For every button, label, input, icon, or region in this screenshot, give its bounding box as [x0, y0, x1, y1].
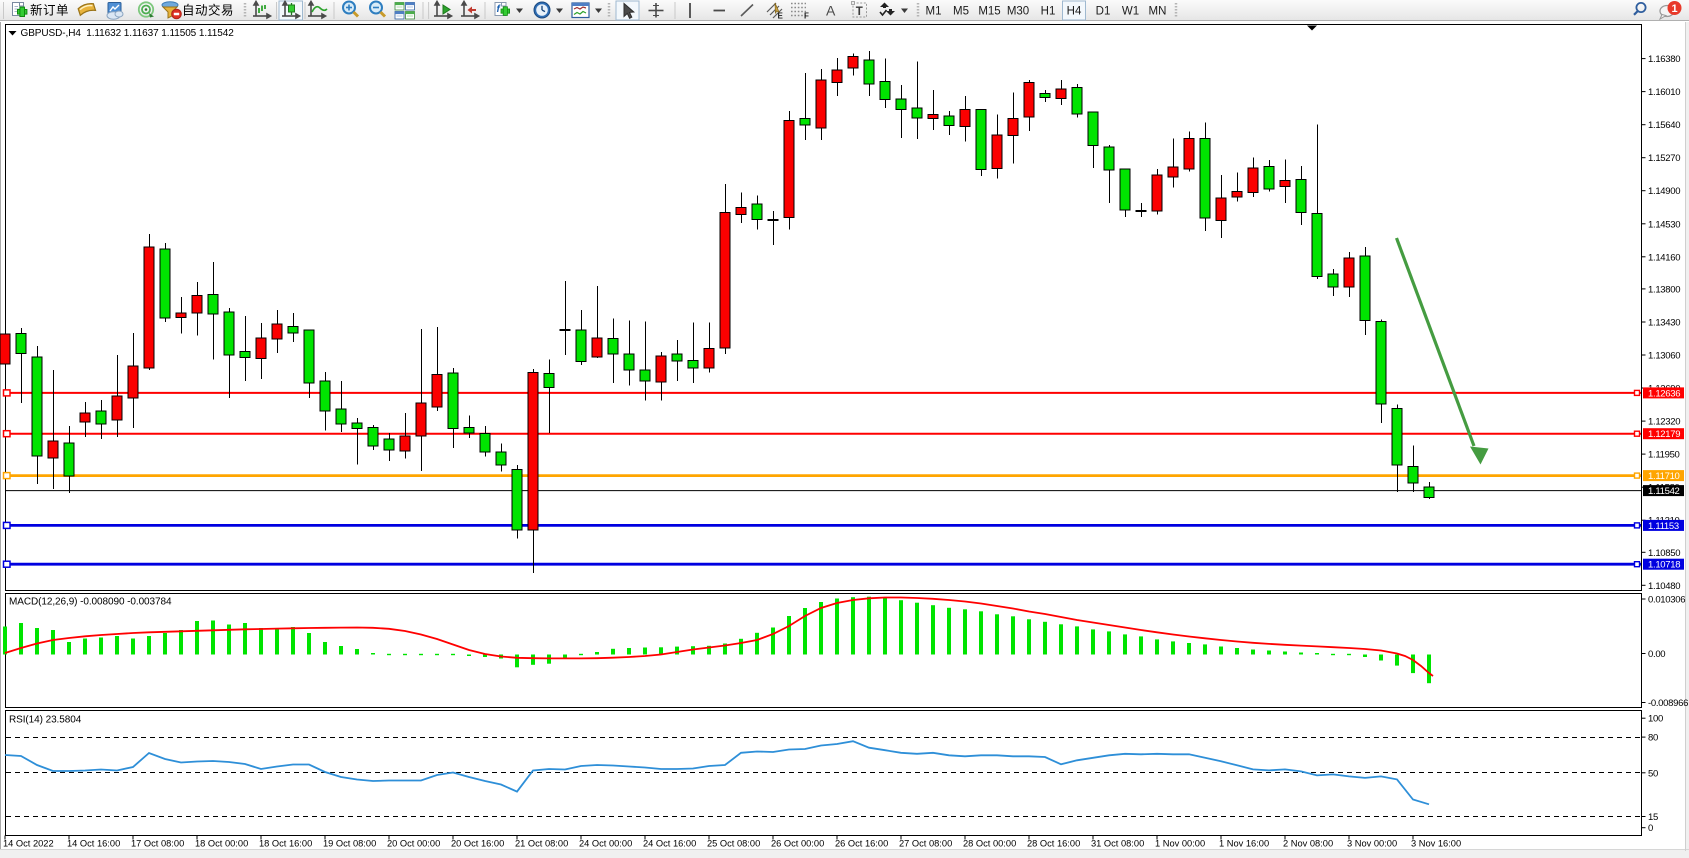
svg-text:M30: M30 [1007, 6, 1029, 18]
svg-text:1.14530: 1.14530 [1648, 219, 1680, 230]
svg-text:14 Oct 16:00: 14 Oct 16:00 [67, 839, 120, 849]
svg-text:MN: MN [1149, 6, 1167, 18]
svg-text:3 Nov 16:00: 3 Nov 16:00 [1411, 839, 1461, 849]
svg-text:F: F [804, 12, 809, 21]
svg-text:18 Oct 00:00: 18 Oct 00:00 [195, 839, 248, 849]
svg-text:1.15270: 1.15270 [1648, 153, 1680, 164]
svg-text:25 Oct 08:00: 25 Oct 08:00 [707, 839, 760, 849]
svg-text:W1: W1 [1122, 6, 1139, 18]
svg-text:50: 50 [1648, 768, 1658, 779]
svg-text:21 Oct 08:00: 21 Oct 08:00 [515, 839, 568, 849]
svg-text:1 Nov 16:00: 1 Nov 16:00 [1219, 839, 1269, 849]
svg-text:0.010306: 0.010306 [1648, 595, 1685, 606]
svg-text:1.14900: 1.14900 [1648, 186, 1680, 197]
svg-text:20 Oct 16:00: 20 Oct 16:00 [451, 839, 504, 849]
svg-text:H4: H4 [1067, 6, 1082, 18]
svg-text:1: 1 [1671, 3, 1677, 15]
svg-text:80: 80 [1648, 733, 1658, 744]
svg-text:1.11542: 1.11542 [1648, 486, 1680, 497]
svg-text:1.13430: 1.13430 [1648, 318, 1680, 329]
svg-text:1.12636: 1.12636 [1648, 388, 1680, 399]
svg-text:f: f [497, 4, 502, 15]
svg-text:1 Nov 00:00: 1 Nov 00:00 [1155, 839, 1205, 849]
svg-text:1.13800: 1.13800 [1648, 284, 1680, 295]
svg-text:28 Oct 00:00: 28 Oct 00:00 [963, 839, 1016, 849]
svg-text:1.11950: 1.11950 [1648, 450, 1680, 461]
svg-text:31 Oct 08:00: 31 Oct 08:00 [1091, 839, 1144, 849]
svg-text:28 Oct 16:00: 28 Oct 16:00 [1027, 839, 1080, 849]
svg-text:18 Oct 16:00: 18 Oct 16:00 [259, 839, 312, 849]
svg-text:1.13060: 1.13060 [1648, 351, 1680, 362]
svg-text:M15: M15 [978, 6, 1000, 18]
svg-text:2 Nov 08:00: 2 Nov 08:00 [1283, 839, 1333, 849]
svg-text:100: 100 [1648, 714, 1663, 725]
svg-text:1.16380: 1.16380 [1648, 54, 1680, 65]
svg-text:新订单: 新订单 [30, 3, 69, 18]
svg-text:自动交易: 自动交易 [182, 3, 234, 18]
svg-text:24 Oct 16:00: 24 Oct 16:00 [643, 839, 696, 849]
svg-text:RSI(14) 23.5804: RSI(14) 23.5804 [9, 715, 82, 726]
svg-text:1.16010: 1.16010 [1648, 87, 1680, 98]
svg-text:1.11710: 1.11710 [1648, 471, 1680, 482]
svg-text:MACD(12,26,9) -0.008090 -0.003: MACD(12,26,9) -0.008090 -0.003784 [9, 597, 172, 608]
svg-text:15: 15 [1648, 812, 1658, 823]
svg-text:24 Oct 00:00: 24 Oct 00:00 [579, 839, 632, 849]
svg-text:1.12320: 1.12320 [1648, 417, 1680, 428]
svg-text:0: 0 [1648, 823, 1653, 834]
svg-text:20 Oct 00:00: 20 Oct 00:00 [387, 839, 440, 849]
svg-text:17 Oct 08:00: 17 Oct 08:00 [131, 839, 184, 849]
svg-text:T: T [856, 6, 863, 18]
svg-text:26 Oct 16:00: 26 Oct 16:00 [835, 839, 888, 849]
svg-text:M1: M1 [926, 6, 942, 18]
svg-text:1.10480: 1.10480 [1648, 581, 1680, 592]
svg-text:26 Oct 00:00: 26 Oct 00:00 [771, 839, 824, 849]
svg-text:GBPUSD-,H4 1.11632 1.11637 1.: GBPUSD-,H4 1.11632 1.11637 1.11505 1.115… [21, 28, 235, 39]
svg-text:1.12179: 1.12179 [1648, 429, 1680, 440]
svg-text:D1: D1 [1096, 6, 1111, 18]
svg-text:1.15640: 1.15640 [1648, 120, 1680, 131]
svg-text:M5: M5 [953, 6, 969, 18]
svg-text:0.00: 0.00 [1648, 649, 1665, 660]
svg-text:14 Oct 2022: 14 Oct 2022 [3, 839, 54, 849]
svg-text:1.11153: 1.11153 [1648, 521, 1679, 532]
svg-text:H1: H1 [1041, 6, 1056, 18]
svg-text:1.10718: 1.10718 [1648, 560, 1680, 571]
svg-text:1.10850: 1.10850 [1648, 548, 1680, 559]
svg-text:19 Oct 08:00: 19 Oct 08:00 [323, 839, 376, 849]
svg-text:3 Nov 00:00: 3 Nov 00:00 [1347, 839, 1397, 849]
svg-text:A: A [826, 3, 836, 19]
svg-text:E: E [778, 12, 784, 21]
svg-text:1.14160: 1.14160 [1648, 252, 1680, 263]
svg-text:-0.008966: -0.008966 [1648, 698, 1688, 709]
svg-text:27 Oct 08:00: 27 Oct 08:00 [899, 839, 952, 849]
